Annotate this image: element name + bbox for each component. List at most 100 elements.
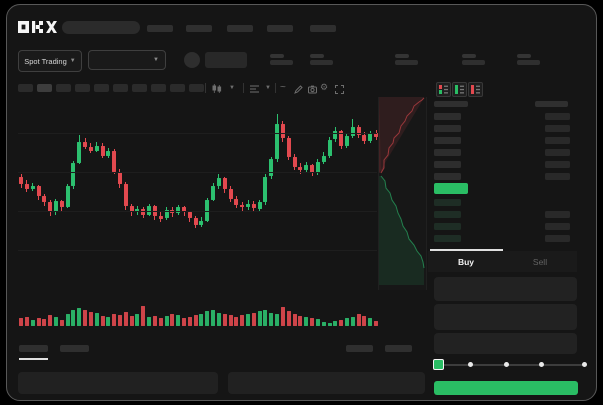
total-input[interactable] (434, 333, 577, 354)
amount-input[interactable] (434, 304, 577, 330)
price-input[interactable] (434, 277, 577, 301)
candlestick (350, 127, 355, 136)
volume-bar (53, 317, 58, 326)
chart-bottom-control[interactable] (385, 345, 412, 352)
orderbook-ask-price[interactable] (434, 161, 461, 168)
timeframe-button[interactable] (170, 84, 185, 92)
orderbook-ask-amount[interactable] (545, 113, 570, 120)
orderbook-ask-price[interactable] (434, 113, 461, 120)
candlestick (158, 216, 163, 219)
volume-bar (216, 312, 221, 326)
stat-value (517, 60, 540, 65)
volume-bar (205, 311, 210, 326)
volume-bar (141, 305, 146, 326)
draw-pencil-icon[interactable] (293, 84, 303, 94)
volume-bar (30, 320, 35, 326)
chart-bottom-tab[interactable] (19, 345, 48, 352)
candlestick (228, 188, 233, 199)
orderbook-mode-combined-icon[interactable] (436, 82, 451, 97)
orderbook-bid-amount[interactable] (545, 223, 570, 230)
volume-bar (374, 321, 378, 326)
depth-chart (378, 97, 427, 290)
candlestick (362, 134, 367, 141)
orderbook-ask-amount[interactable] (545, 149, 570, 156)
nav-item[interactable] (227, 25, 253, 32)
candle-style-icon[interactable] (211, 84, 223, 93)
search-input[interactable] (62, 21, 140, 34)
orderbook-mode-bids-icon[interactable] (452, 82, 467, 97)
amount-slider-track[interactable] (440, 364, 586, 366)
pair-selector-dropdown[interactable]: ▼ (88, 50, 166, 70)
volume-bar (344, 317, 349, 326)
volume-bar (327, 322, 332, 326)
timeframe-button[interactable] (132, 84, 147, 92)
line-type-icon[interactable]: ~ (280, 82, 286, 93)
amount-slider-handle[interactable] (433, 359, 444, 370)
volume-bar (211, 310, 216, 326)
market-mode-dropdown[interactable]: Spot Trading ▼ (18, 50, 82, 72)
chart-gridline (18, 133, 377, 134)
orderbook-bid-price[interactable] (434, 223, 461, 230)
slider-step-dot[interactable] (538, 361, 544, 367)
candlestick (117, 171, 122, 184)
stat-label (395, 54, 409, 58)
nav-item[interactable] (147, 25, 173, 32)
volume-bar (129, 316, 134, 326)
camera-icon[interactable] (307, 84, 317, 94)
chart-bottom-control[interactable] (346, 345, 373, 352)
slider-step-dot[interactable] (467, 361, 473, 367)
slider-step-dot[interactable] (503, 361, 509, 367)
timeframe-button[interactable] (75, 84, 90, 92)
orderbook-ask-amount[interactable] (545, 137, 570, 144)
volume-bar (77, 308, 82, 326)
nav-item[interactable] (186, 25, 212, 32)
timeframe-button[interactable] (18, 84, 33, 92)
timeframe-button[interactable] (94, 84, 109, 92)
settings-gear-icon[interactable]: ⚙ (320, 82, 329, 92)
volume-bar (310, 317, 314, 326)
orderbook-bid-amount[interactable] (545, 235, 570, 242)
chevron-down-icon[interactable]: ▼ (265, 85, 271, 91)
chevron-down-icon[interactable]: ▼ (229, 85, 235, 91)
orderbook-ask-price[interactable] (434, 125, 461, 132)
orderbook-ask-price[interactable] (434, 137, 461, 144)
fullscreen-icon[interactable] (334, 84, 344, 94)
timeframe-button[interactable] (151, 84, 166, 92)
orderbook-bid-price[interactable] (434, 199, 461, 206)
orderbook-ask-amount[interactable] (545, 161, 570, 168)
chart-bottom-tab[interactable] (60, 345, 89, 352)
candlestick (24, 183, 29, 189)
candlestick (123, 183, 128, 207)
timeframe-button[interactable] (37, 84, 52, 92)
orderbook-bid-price[interactable] (434, 211, 461, 218)
timeframe-button[interactable] (113, 84, 128, 92)
stat-label (462, 54, 476, 58)
indicators-icon[interactable] (249, 84, 261, 93)
volume-bar (88, 312, 93, 326)
orderbook-bid-amount[interactable] (545, 211, 570, 218)
timeframe-button[interactable] (56, 84, 71, 92)
volume-bar (339, 319, 344, 326)
last-price-placeholder (205, 52, 247, 68)
candlestick-chart[interactable] (7, 98, 430, 330)
pair-logo-avatar[interactable] (184, 52, 200, 68)
orderbook-mode-asks-icon[interactable] (468, 82, 483, 97)
tab-buy[interactable]: Buy (457, 257, 475, 267)
timeframe-button[interactable] (189, 84, 204, 92)
stat-value (310, 60, 333, 65)
nav-item[interactable] (267, 25, 293, 32)
volume-bar (321, 321, 326, 326)
buy-submit-button[interactable] (434, 381, 578, 395)
orderbook-ask-amount[interactable] (545, 125, 570, 132)
candlestick (187, 212, 192, 219)
slider-step-dot[interactable] (581, 361, 587, 367)
tab-sell[interactable]: Sell (532, 257, 548, 267)
nav-item[interactable] (310, 25, 336, 32)
orderbook-bid-price[interactable] (434, 235, 461, 242)
last-price-badge[interactable] (434, 183, 468, 194)
orderbook-ask-amount[interactable] (545, 173, 570, 180)
orderbook-ask-price[interactable] (434, 149, 461, 156)
volume-bar (193, 315, 198, 326)
orderbook-ask-price[interactable] (434, 173, 461, 180)
candlestick (269, 159, 274, 177)
